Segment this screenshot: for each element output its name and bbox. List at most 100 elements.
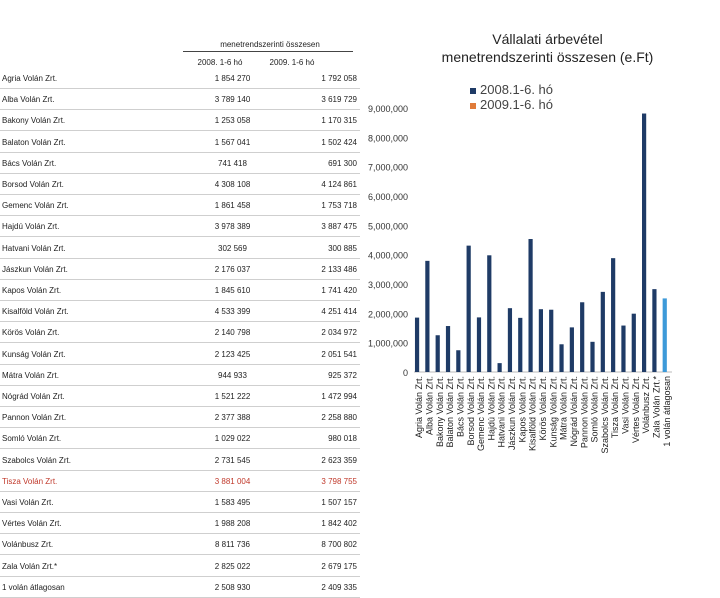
row-name: Bakony Volán Zrt. (2, 116, 66, 126)
row-name: Volánbusz Zrt. (2, 540, 54, 550)
table-row: Bács Volán Zrt. 741 418 691 300 (0, 156, 360, 174)
bar-2009 (657, 293, 661, 372)
row-value-2008: 3 789 140 (214, 95, 251, 105)
row-value-2008: 2 140 798 (214, 328, 251, 338)
row-value-2009: 2 623 359 (321, 455, 357, 465)
x-tick-label: Agria Volán Zrt. (414, 376, 424, 438)
chart-title-line1: Vállalati árbevétel (492, 31, 603, 47)
table-title: menetrendszerinti összesen (220, 40, 320, 49)
x-tick-label: Hajdú Volán Zrt. (486, 376, 496, 441)
row-divider (0, 363, 360, 365)
x-tick-label: Kisalföld Volán Zrt. (528, 376, 538, 451)
row-name: Gemenc Volán Zrt. (2, 201, 69, 211)
row-value-2008: 3 881 004 (214, 476, 251, 486)
row-value-2009: 3 619 729 (321, 95, 357, 105)
x-tick-label: Bács Volán Zrt. (455, 376, 465, 437)
row-name: Tisza Volán Zrt. (2, 476, 58, 486)
x-tick-label: Szabolcs Volán Zrt. (600, 376, 610, 454)
table-row: Zala Volán Zrt.* 2 825 022 2 679 175 (0, 559, 360, 577)
legend-item-2008: 2008.1-6. hó (470, 82, 553, 97)
x-tick-label: Pannon Volán Zrt. (579, 376, 589, 448)
table-row: Gemenc Volán Zrt. 1 861 458 1 753 718 (0, 198, 360, 217)
row-value-2008: 4 533 399 (214, 307, 251, 317)
table-row: Alba Volán Zrt. 3 789 140 3 619 729 (0, 92, 360, 111)
bar-2009 (667, 301, 671, 372)
row-name: Borsod Volán Zrt. (2, 180, 64, 189)
bar-2008 (435, 335, 440, 372)
x-tick-label: Mátra Volán Zrt. (559, 376, 569, 440)
bar-2009 (564, 345, 568, 372)
y-tick-label: 2,000,000 (368, 309, 408, 319)
bar-2008 (497, 363, 502, 372)
row-name: Kunság Volán Zrt. (2, 349, 66, 359)
bar-2009 (460, 352, 464, 372)
x-tick-label: Alba Volán Zrt. (424, 376, 434, 435)
row-divider (0, 257, 360, 259)
row-value-2008: 1 583 495 (214, 498, 251, 507)
x-tick-label: Zala Volán Zrt.* (652, 376, 662, 439)
x-tick-label: 1 volán átlagosan (662, 376, 672, 447)
y-tick-label: 3,000,000 (368, 280, 408, 290)
row-divider (0, 151, 360, 153)
bar-2009 (502, 363, 506, 372)
row-value-2009: 2 679 175 (321, 561, 357, 571)
bar-2009 (646, 117, 650, 372)
y-tick-label: 1,000,000 (368, 339, 408, 349)
row-value-2008: 302 569 (218, 243, 247, 253)
row-value-2009: 1 792 058 (321, 74, 357, 83)
row-value-2008: 1 845 610 (214, 286, 251, 295)
bar-2008 (590, 341, 595, 372)
row-value-2009: 1 741 420 (321, 286, 357, 295)
table-row: Agria Volán Zrt. 1 854 270 1 792 058 (0, 71, 360, 89)
row-name: Szabolcs Volán Zrt. (2, 455, 71, 465)
table-row: Volánbusz Zrt. 8 811 736 8 700 802 (0, 537, 360, 556)
bar-2008 (611, 258, 616, 372)
x-tick-label: Kunság Volán Zrt. (548, 376, 558, 448)
bar-2009 (615, 261, 619, 372)
table-row: Vértes Volán Zrt. 1 988 208 1 842 402 (0, 516, 360, 535)
bar-2008 (621, 325, 626, 372)
row-name: Nógrád Volán Zrt. (2, 392, 65, 401)
y-tick-label: 6,000,000 (368, 192, 408, 202)
row-name: Vasi Volán Zrt. (2, 498, 54, 507)
legend-label-2008: 2008.1-6. hó (480, 82, 554, 97)
bar-2008 (580, 302, 585, 372)
x-tick-label: Vértes Volán Zrt. (631, 376, 641, 443)
x-tick-label: Kapos Volán Zrt. (517, 376, 527, 443)
row-name: Kisalföld Volán Zrt. (2, 307, 69, 317)
row-value-2008: 2 123 425 (214, 349, 251, 359)
bar-2008 (538, 309, 543, 372)
row-name: Kapos Volán Zrt. (2, 286, 62, 295)
row-value-2009: 8 700 802 (321, 540, 357, 550)
table-row: Balaton Volán Zrt. 1 567 041 1 502 424 (0, 135, 360, 153)
table-row: Vasi Volán Zrt. 1 583 495 1 507 157 (0, 495, 360, 513)
row-value-2009: 2 051 541 (321, 349, 357, 359)
bar-2008 (507, 308, 513, 372)
chart-title: Vállalati árbevétel menetrendszerinti ös… (380, 30, 715, 66)
x-tick-label: Bakony Volán Zrt. (435, 376, 445, 447)
row-value-2009: 1 170 315 (321, 116, 357, 126)
row-divider (0, 109, 360, 111)
row-value-2009: 1 507 157 (321, 498, 357, 507)
row-divider (0, 384, 360, 386)
row-value-2009: 980 018 (328, 434, 357, 444)
row-divider (0, 427, 360, 429)
bar-2008 (518, 317, 523, 372)
bar-2008 (642, 113, 647, 373)
row-name: Körös Volán Zrt. (2, 328, 60, 338)
row-value-2009: 4 124 861 (321, 180, 357, 189)
row-value-2009: 3 887 475 (321, 222, 357, 232)
bar-2009 (543, 312, 547, 372)
bar-2009 (440, 338, 444, 372)
row-name: Pannon Volán Zrt. (2, 413, 67, 423)
y-tick-label: 4,000,000 (368, 251, 408, 261)
row-divider (0, 300, 360, 301)
column-header-2009: 2009. 1-6 hó (269, 58, 315, 67)
bar-2009 (574, 329, 578, 372)
row-name: Agria Volán Zrt. (2, 74, 58, 83)
bar-2008 (425, 260, 430, 372)
legend-label-2009: 2009.1-6. hó (480, 97, 554, 112)
row-divider (0, 469, 360, 471)
row-divider (0, 533, 360, 535)
bar-2008 (549, 309, 554, 372)
